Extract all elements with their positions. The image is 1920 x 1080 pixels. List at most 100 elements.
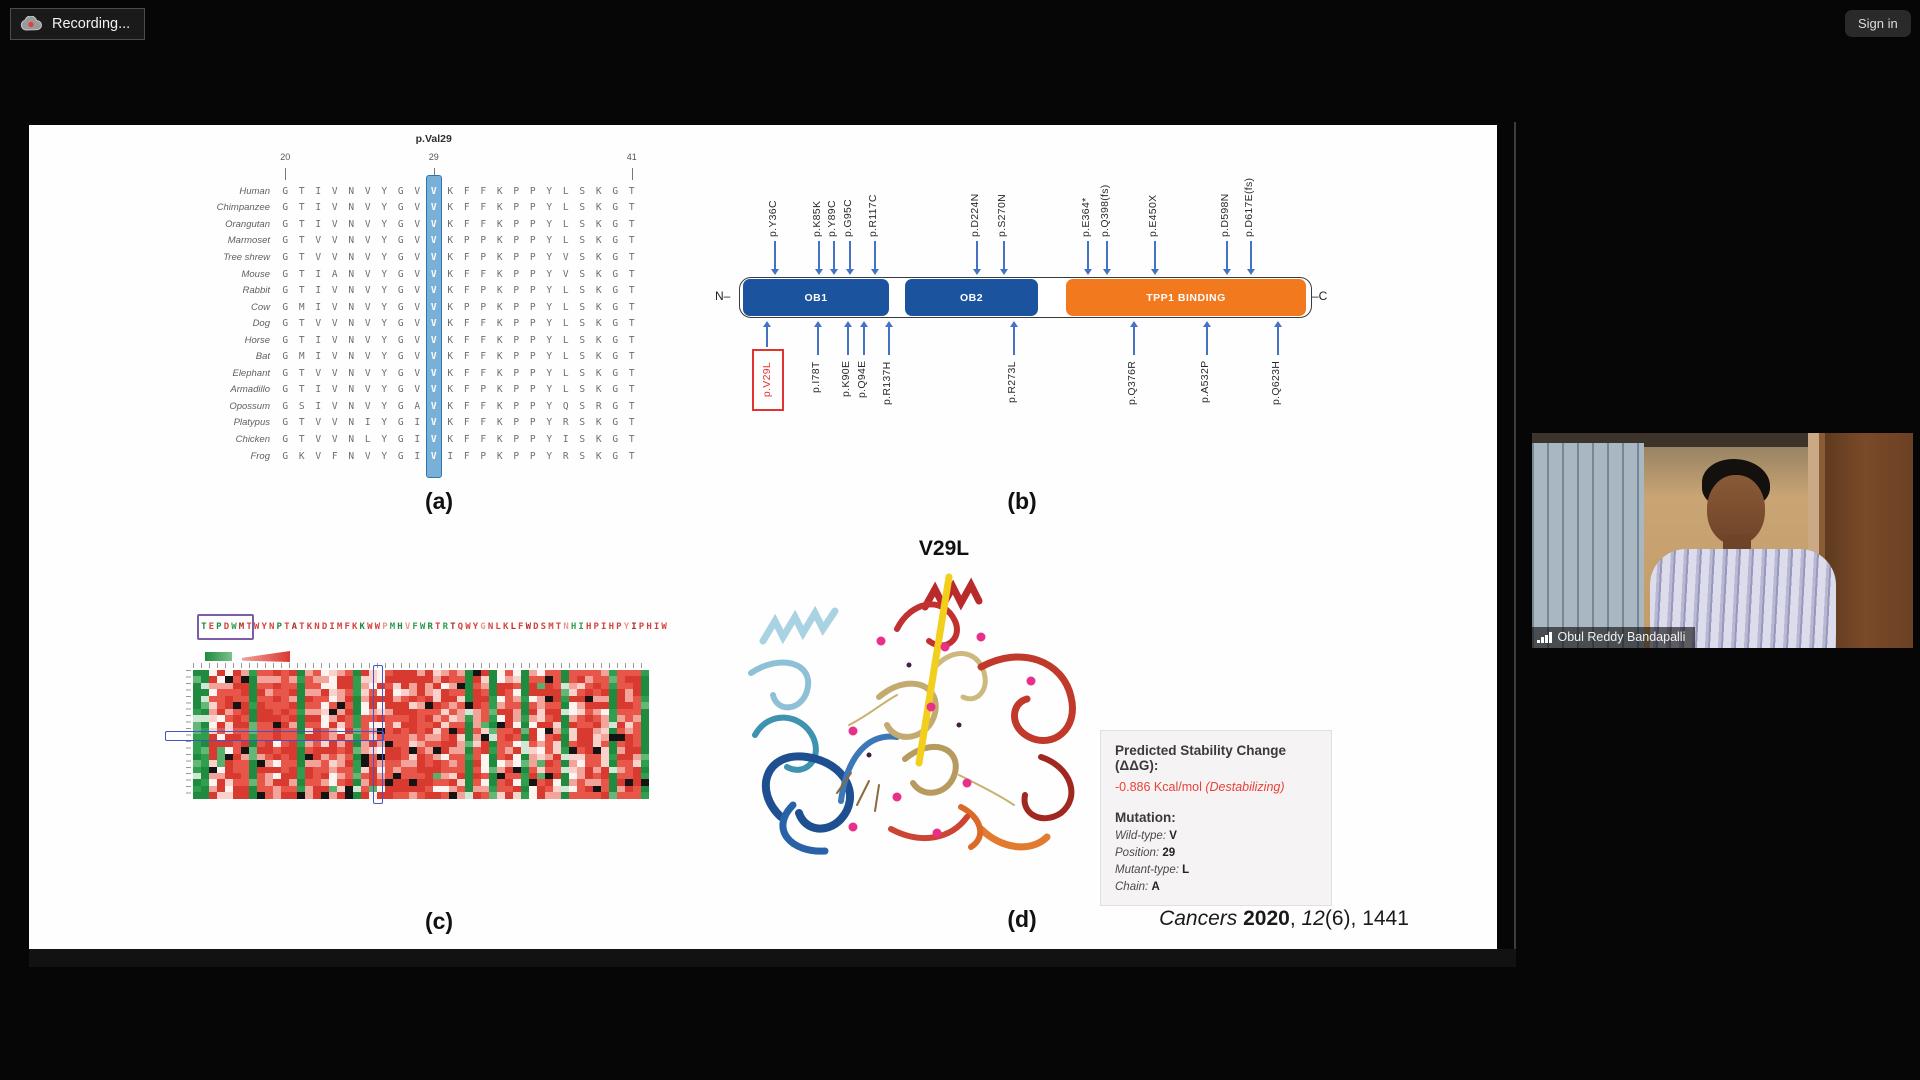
residue-cell: Y — [381, 367, 388, 379]
residue-cell: S — [579, 318, 586, 330]
heatmap-cell — [345, 792, 353, 799]
residue-cell: P — [529, 251, 536, 263]
alignment-variant-title: p.Val29 — [415, 133, 452, 145]
heatmap-cell — [449, 785, 457, 793]
residue-cell: T — [628, 235, 635, 247]
strip-letter: D — [223, 622, 230, 632]
residue-cell: V — [331, 334, 338, 346]
heatmap-cell — [361, 760, 369, 767]
heatmap-cell — [249, 773, 257, 780]
recording-indicator[interactable]: Recording... — [10, 8, 146, 40]
heatmap-cell — [305, 689, 313, 696]
presentation-slide: p.Val29 20 29 41 Human G T I V N V Y G V V K F F K P P Y L S K… — [29, 125, 1497, 949]
residue-cell: K — [496, 235, 503, 247]
residue-cell: K — [496, 367, 503, 379]
heatmap-cell — [313, 682, 321, 690]
position-tick-mark — [631, 168, 633, 180]
heatmap-cell — [489, 766, 497, 773]
heatmap-cell — [449, 715, 457, 722]
heatmap-cell — [425, 715, 433, 722]
heatmap-cell — [601, 773, 609, 780]
heatmap-cell — [201, 708, 209, 716]
residue-cell: N — [348, 351, 355, 363]
heatmap-cell — [297, 792, 305, 799]
heatmap-cell — [577, 708, 585, 716]
residue-cell: G — [282, 318, 289, 330]
residue-cell: G — [612, 334, 619, 346]
heatmap-cell — [473, 792, 481, 799]
heatmap-cell — [449, 702, 457, 709]
strip-letter: I — [601, 622, 607, 632]
heatmap-cell — [625, 766, 633, 773]
heatmap-cell — [465, 760, 473, 767]
residue-cell: G — [397, 268, 404, 280]
residue-cell: K — [595, 450, 602, 462]
species-label: Mouse — [241, 268, 270, 280]
heatmap-cell — [345, 682, 353, 690]
heatmap-cell — [241, 785, 249, 793]
heatmap-cell — [257, 740, 265, 748]
heatmap-cell — [585, 676, 593, 683]
heatmap-cell — [633, 676, 641, 683]
heatmap-cell — [569, 721, 577, 728]
heatmap-cell — [473, 734, 481, 741]
heatmap-cell — [409, 766, 417, 773]
heatmap-cell — [233, 695, 241, 703]
residue-cell: N — [348, 334, 355, 346]
heatmap-cell — [473, 747, 481, 754]
heatmap-cell — [545, 682, 553, 690]
residue-cell: F — [463, 334, 470, 346]
residue-cell: S — [579, 367, 586, 379]
heatmap-cell — [233, 773, 241, 780]
residue-cell: N — [348, 433, 355, 445]
heatmap-cell — [497, 702, 505, 709]
heatmap-cell — [633, 695, 641, 703]
heatmap-cell — [345, 785, 353, 793]
heatmap-cell — [385, 727, 393, 735]
residue-cell: V — [364, 450, 371, 462]
residue-cell: I — [414, 433, 421, 445]
strip-letter: P — [276, 622, 282, 632]
heatmap-cell — [377, 773, 385, 780]
heatmap-cell — [601, 760, 609, 767]
heatmap-cell — [497, 708, 505, 716]
strip-letter: W — [253, 622, 260, 632]
heatmap-cell — [233, 785, 241, 793]
residue-cell: T — [298, 433, 305, 445]
heatmap-cell — [297, 715, 305, 722]
heatmap-cell — [249, 715, 257, 722]
residue-cell: F — [480, 367, 487, 379]
heatmap-cell — [489, 702, 497, 709]
heatmap-cell — [241, 753, 249, 761]
heatmap-cell — [297, 734, 305, 741]
residue-cell: T — [628, 433, 635, 445]
sign-in-button[interactable]: Sign in — [1845, 10, 1911, 37]
residue-cell: I — [364, 417, 371, 429]
heatmap-cell — [313, 785, 321, 793]
participant-video-tile[interactable]: Obul Reddy Bandapalli — [1532, 433, 1913, 648]
residue-cell: V — [364, 367, 371, 379]
heatmap-cell — [473, 773, 481, 780]
heatmap-cell — [633, 689, 641, 696]
heatmap-cell — [593, 708, 601, 716]
heatmap-cell — [633, 760, 641, 767]
residue-cell: N — [348, 318, 355, 330]
heatmap-cell — [377, 695, 385, 703]
heatmap-cell — [473, 715, 481, 722]
heatmap-crosshair-vertical — [373, 665, 383, 804]
heatmap-cell — [569, 676, 577, 683]
heatmap-cell — [537, 676, 545, 683]
residue-cell: F — [463, 400, 470, 412]
residue-cell: K — [496, 351, 503, 363]
heatmap-cell — [625, 734, 633, 741]
residue-cell: Y — [381, 351, 388, 363]
strip-letter: P — [638, 622, 645, 632]
strip-letter: L — [495, 622, 501, 632]
heatmap-cell — [329, 760, 337, 767]
residue-cell: F — [480, 417, 487, 429]
heatmap-cell — [585, 760, 593, 767]
heatmap-cell — [601, 721, 609, 728]
heatmap-cell — [281, 676, 289, 683]
heatmap-cell — [497, 670, 505, 677]
heatmap-cell — [457, 753, 465, 761]
